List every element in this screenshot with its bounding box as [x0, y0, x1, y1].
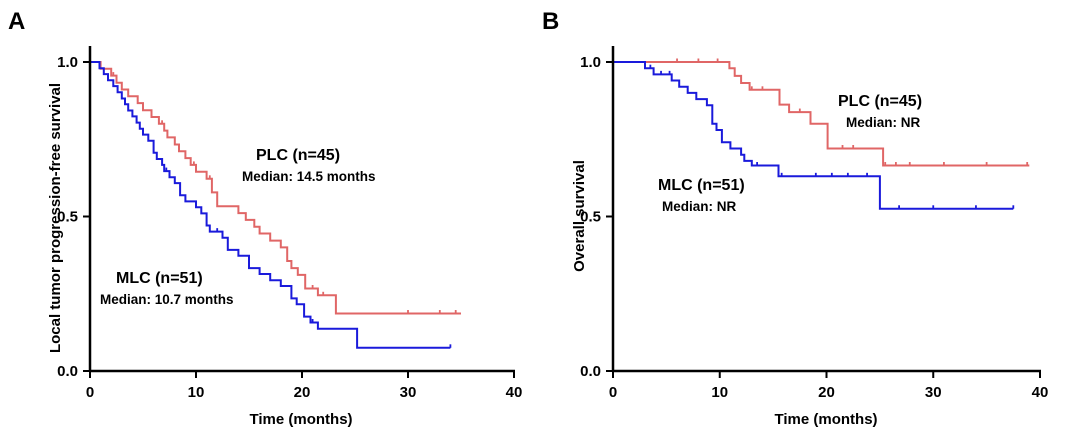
- annotation-plc-median: Median: 14.5 months: [242, 169, 376, 184]
- panel-label-b: B: [542, 8, 559, 35]
- mlc-survival-curve: [613, 61, 1014, 210]
- annotation-plc-a: PLC (n=45) Median: 14.5 months: [242, 147, 376, 184]
- annotation-mlc-a: MLC (n=51) Median: 10.7 months: [100, 270, 234, 307]
- y-tick-label: 1.0: [580, 54, 601, 71]
- annotation-mlc-title: MLC (n=51): [116, 270, 203, 287]
- x-tick-label: 40: [506, 384, 523, 401]
- y-tick-label: 0.5: [57, 209, 78, 226]
- x-tick-label: 20: [818, 384, 835, 401]
- plc-survival-curve: [613, 61, 1030, 167]
- annotation-plc-title: PLC (n=45): [838, 93, 922, 110]
- x-tick-label: 0: [609, 384, 617, 401]
- panel-a: A Local tumor progression-free survival …: [8, 8, 522, 428]
- annotation-plc-b: PLC (n=45) Median: NR: [838, 93, 922, 130]
- y-axis-title-b: Overall survival: [571, 160, 588, 272]
- x-tick-label: 30: [400, 384, 417, 401]
- x-axis-title-b: Time (months): [774, 411, 877, 428]
- x-axis-title-a: Time (months): [249, 411, 352, 428]
- annotation-mlc-median: Median: 10.7 months: [100, 292, 234, 307]
- x-tick-label: 0: [86, 384, 94, 401]
- y-tick-label: 0.5: [580, 209, 601, 226]
- plc-survival-curve: [90, 61, 461, 315]
- panel-label-a: A: [8, 8, 25, 35]
- y-axis-title-a: Local tumor progression-free survival: [47, 83, 64, 353]
- annotation-mlc-b: MLC (n=51) Median: NR: [658, 177, 745, 214]
- y-tick-label: 1.0: [57, 54, 78, 71]
- annotation-plc-title: PLC (n=45): [256, 147, 340, 164]
- y-tick-label: 0.0: [580, 363, 601, 380]
- x-tick-label: 30: [925, 384, 942, 401]
- x-tick-label: 10: [188, 384, 205, 401]
- x-tick-label: 40: [1032, 384, 1049, 401]
- mlc-survival-curve: [90, 61, 451, 349]
- annotation-plc-median: Median: NR: [846, 115, 921, 130]
- annotation-mlc-median: Median: NR: [662, 199, 737, 214]
- y-tick-label: 0.0: [57, 363, 78, 380]
- annotation-mlc-title: MLC (n=51): [658, 177, 745, 194]
- panel-b: B Overall survival Time (months) PLC (n=…: [542, 8, 1048, 428]
- x-tick-label: 20: [294, 384, 311, 401]
- x-tick-label: 10: [711, 384, 728, 401]
